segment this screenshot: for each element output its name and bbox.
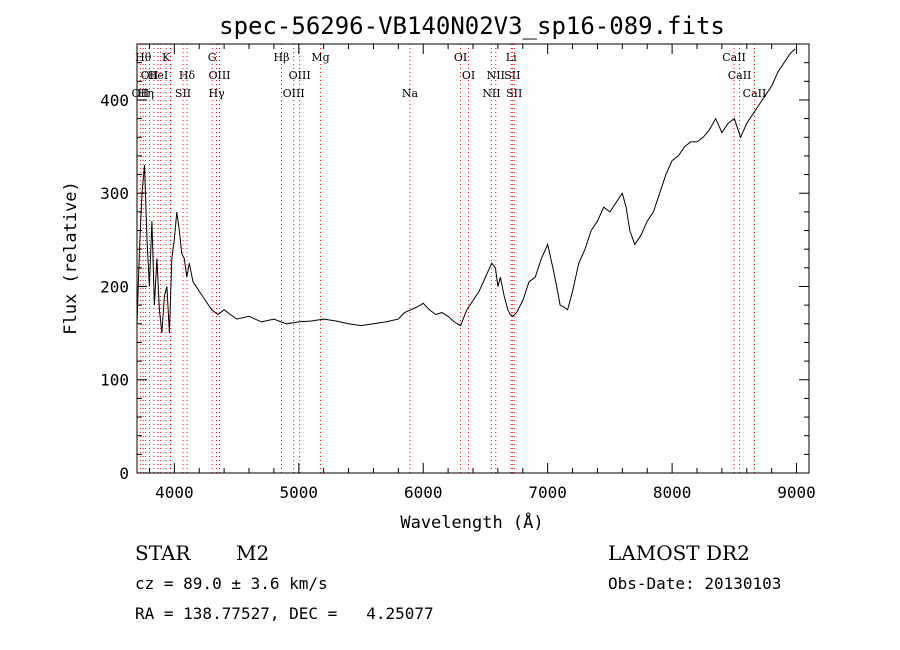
marker-label: OIII [283, 87, 305, 100]
x-tick-label: 9000 [777, 483, 816, 502]
line-markers [139, 44, 755, 473]
coordinates: RA = 138.77527, DEC = 4.25077 [135, 604, 434, 623]
marker-label: Hη [138, 87, 154, 100]
y-axis-label: Flux (relative) [61, 181, 81, 335]
y-tick-label: 0 [119, 464, 129, 483]
y-tick-label: 300 [100, 184, 129, 203]
marker-label: Li [506, 51, 517, 64]
marker-label: NII [487, 69, 505, 82]
plot-frame [136, 43, 810, 474]
marker-label: SII [504, 69, 520, 82]
x-axis-ticks: 4000 5000 6000 7000 8000 9000 [148, 44, 816, 502]
marker-label: Mg [311, 51, 329, 64]
marker-label: CaII [722, 51, 746, 64]
marker-label: K [162, 51, 171, 64]
survey-name: LAMOST DR2 [608, 541, 750, 565]
spectrum-line [136, 48, 796, 334]
marker-label: OI [454, 51, 467, 64]
object-subclass: M2 [236, 541, 270, 565]
marker-label: Hβ [274, 51, 290, 64]
x-tick-label: 4000 [155, 483, 194, 502]
y-tick-label: 200 [100, 277, 129, 296]
y-axis-ticks: 0 100 200 300 400 [100, 62, 809, 483]
redshift-readout: cz = 89.0 ± 3.6 km/s [135, 574, 328, 593]
obs-date: Obs-Date: 20130103 [608, 574, 782, 593]
y-tick-label: 100 [100, 371, 129, 390]
marker-label: OIII [289, 69, 311, 82]
line-marker-labels: OIIHθHηOIIHeIKSIIHδGHγOIIIHβOIIIOIIIMgNa… [132, 51, 767, 100]
x-tick-label: 6000 [404, 483, 443, 502]
x-axis-label: Wavelength (Å) [400, 511, 543, 533]
marker-label: SII [175, 87, 191, 100]
marker-label: HeI [148, 69, 168, 82]
y-tick-label: 400 [100, 91, 129, 110]
marker-label: G [208, 51, 217, 64]
marker-label: OII [132, 87, 150, 100]
marker-label: NII [482, 87, 500, 100]
x-tick-label: 5000 [280, 483, 319, 502]
chart-title: spec-56296-VB140N02V3_sp16-089.fits [219, 12, 725, 40]
marker-label: Hδ [179, 69, 196, 82]
marker-label: Hθ [135, 51, 152, 64]
marker-label: Na [402, 87, 419, 100]
marker-label: OII [141, 69, 159, 82]
object-type: STAR [135, 541, 191, 565]
marker-label: OI [462, 69, 475, 82]
x-tick-label: 8000 [653, 483, 692, 502]
marker-label: OIII [208, 69, 230, 82]
marker-label: CaII [728, 69, 752, 82]
x-tick-label: 7000 [528, 483, 567, 502]
marker-label: SII [506, 87, 522, 100]
marker-label: Hγ [209, 87, 226, 100]
marker-label: CaII [743, 87, 767, 100]
